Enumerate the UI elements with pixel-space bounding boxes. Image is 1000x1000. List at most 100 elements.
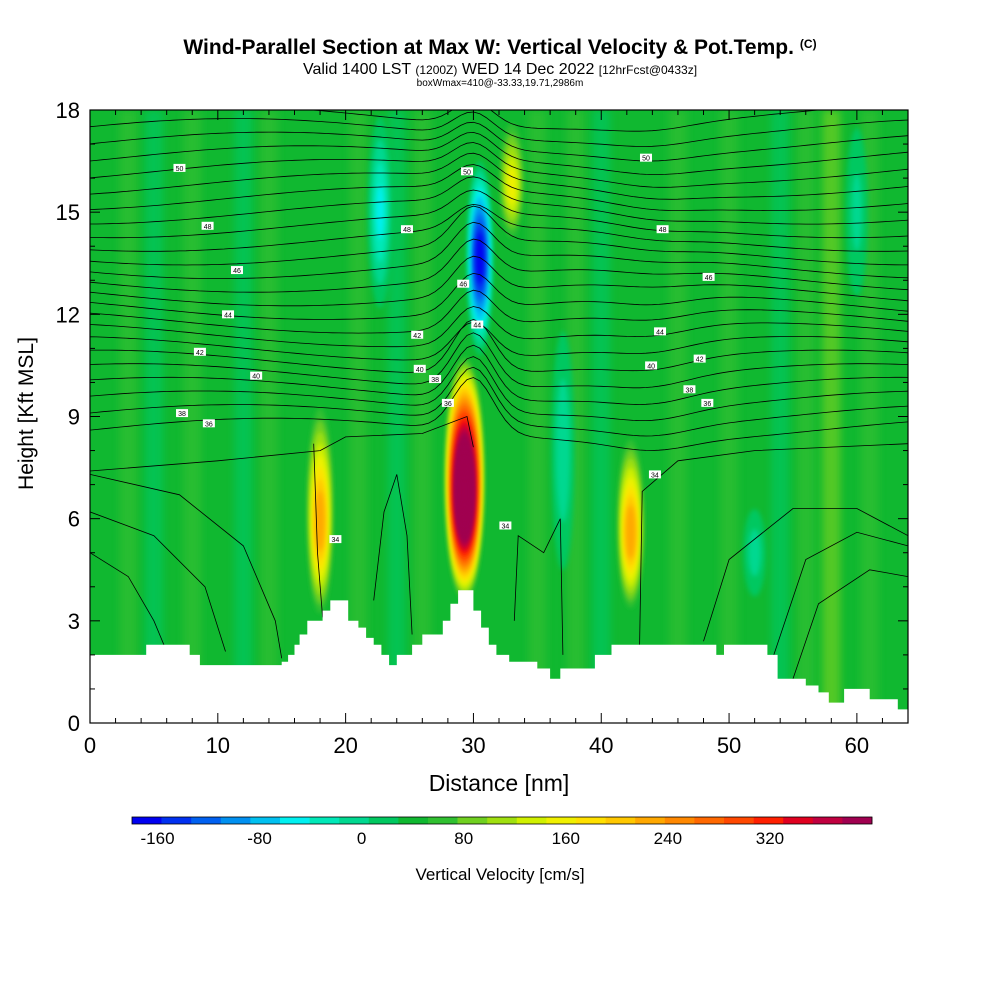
theta-label-box — [400, 225, 413, 234]
colorbar: -160 -80 0 80 160 240 320 Vertical Velocity [cm… — [131, 816, 873, 884]
x-tick-label: 50 — [717, 733, 741, 758]
colorbar-tick-label: -80 — [247, 829, 272, 848]
theta-label-box — [701, 398, 714, 407]
theta-label: 46 — [702, 272, 715, 282]
velocity-streak — [119, 110, 138, 723]
theta-label: 36 — [202, 419, 215, 428]
valid-time-lst: Valid 1400 LST — [302, 61, 411, 78]
colorbar-swatch — [368, 817, 399, 824]
velocity-streak — [144, 110, 163, 723]
theta-label-text: 36 — [703, 401, 711, 408]
theta-label-box — [461, 167, 474, 176]
y-tick-label: 18 — [56, 98, 80, 123]
theta-label: 44 — [654, 327, 667, 336]
colorbar-tick-label: 320 — [756, 829, 784, 848]
downdraft-core — [555, 378, 571, 523]
terrain-fill — [90, 590, 908, 723]
theta-label: 38 — [683, 385, 696, 394]
theta-contour-labels: 50 48 46 44 42 40 38 36 50 48 46 44 42 40 38 36 50 48 46 44… — [173, 153, 715, 544]
theta-label-box — [413, 364, 426, 373]
theta-label-text: 42 — [196, 350, 204, 357]
theta-label: 38 — [429, 375, 442, 384]
theta-label: 48 — [656, 225, 669, 234]
colorbar-swatch — [428, 817, 458, 824]
theta-contour-line — [90, 152, 908, 200]
velocity-streak — [796, 110, 815, 723]
theta-label-box — [429, 375, 442, 384]
velocity-streak — [566, 110, 585, 723]
theta-contour-line — [373, 474, 413, 635]
theta-label: 38 — [176, 409, 189, 418]
theta-label-text: 50 — [176, 166, 184, 173]
theta-contour-line — [90, 238, 908, 293]
colorbar-swatch — [339, 817, 370, 824]
theta-contour-line — [90, 110, 824, 132]
theta-contour-line — [90, 318, 908, 373]
theta-label: 50 — [173, 163, 186, 173]
theta-label-box — [471, 320, 484, 329]
colorbar-tick-label: 160 — [552, 829, 580, 848]
theta-label-text: 40 — [252, 374, 260, 381]
theta-contour-line — [90, 511, 226, 652]
theta-contour-line — [90, 142, 908, 188]
theta-contour-line — [90, 377, 908, 451]
theta-contour-line — [639, 443, 908, 645]
valid-date: WED 14 Dec 2022 — [461, 61, 595, 78]
theta-label-box — [201, 221, 214, 230]
theta-contour-line — [90, 111, 908, 147]
theta-label: 46 — [457, 279, 470, 289]
y-tick-label: 15 — [56, 200, 80, 225]
theta-label: 34 — [499, 521, 512, 530]
x-tick-label: 60 — [845, 733, 869, 758]
theta-label: 42 — [693, 354, 706, 364]
theta-label-text: 34 — [501, 523, 509, 530]
theta-contour-line — [90, 205, 908, 266]
y-tick-label: 3 — [68, 609, 80, 634]
theta-contour-line — [90, 121, 908, 162]
theta-label-box — [693, 354, 706, 363]
theta-contour-line — [90, 176, 908, 225]
theta-label: 50 — [639, 153, 652, 163]
colorbar-swatch — [576, 817, 606, 824]
y-tick-label: 9 — [68, 405, 80, 430]
theta-label: 50 — [461, 167, 474, 176]
velocity-streak — [234, 110, 253, 723]
colorbar-swatch — [812, 817, 843, 824]
theta-label: 34 — [329, 535, 342, 544]
theta-contour-line — [773, 531, 908, 656]
updraft-core — [315, 490, 325, 551]
theta-label-box — [441, 398, 454, 407]
theta-contour-line — [90, 474, 283, 659]
theta-contour-line — [90, 552, 168, 652]
colorbar-swatch — [664, 817, 695, 824]
x-tick-label: 40 — [589, 733, 613, 758]
theta-label-text: 44 — [656, 329, 664, 336]
theta-contours — [90, 110, 908, 679]
colorbar-tick-label: 240 — [654, 829, 682, 848]
theta-label: 48 — [201, 221, 214, 231]
colorbar-swatch — [309, 817, 340, 824]
theta-label-box — [222, 310, 235, 319]
theta-label-box — [202, 419, 215, 428]
x-axis-label: Distance [nm] — [429, 770, 570, 796]
theta-label: 42 — [411, 330, 424, 340]
theta-contour-line — [90, 366, 908, 437]
forecast-info: [12hrFcst@0433z] — [598, 63, 698, 77]
theta-label-text: 50 — [642, 156, 650, 163]
colorbar-swatch — [398, 817, 429, 824]
colorbar-swatch — [842, 817, 873, 824]
theta-label: 44 — [471, 320, 484, 330]
colorbar-swatch — [635, 817, 666, 824]
updraft-core — [507, 167, 516, 204]
theta-label-text: 34 — [651, 472, 659, 479]
theta-label-box — [173, 163, 186, 172]
theta-label-box — [250, 371, 263, 380]
velocity-streak — [771, 110, 790, 723]
theta-label-text: 38 — [686, 387, 694, 394]
downdraft-core — [748, 529, 761, 577]
theta-label-text: 38 — [431, 377, 439, 384]
colorbar-swatch — [487, 817, 518, 824]
x-tick-label: 30 — [461, 733, 485, 758]
theta-label: 46 — [230, 266, 243, 275]
